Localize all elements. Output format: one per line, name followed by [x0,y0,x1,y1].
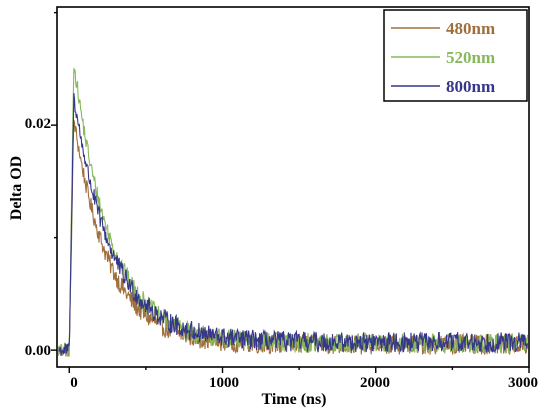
series-line-520nm [57,68,529,357]
series-group [57,68,529,357]
plot-frame [56,6,530,368]
series-line-800nm [58,93,529,357]
x-axis-title: Time (ns) [261,391,326,408]
x-tick-label-0: 0 [70,375,78,391]
y-axis-title: Delta OD [8,156,25,220]
series-line-480nm [57,119,528,357]
legend-label-520nm: 520nm [446,48,495,67]
x-tick-label-3: 3000 [508,375,538,391]
y-tick-label-1: 0.02 [25,116,51,132]
legend-label-800nm: 800nm [446,77,495,96]
x-tick-label-2: 2000 [360,375,390,391]
x-tick-label-1: 1000 [209,375,239,391]
y-tick-label-0: 0.00 [25,343,51,359]
legend-label-480nm: 480nm [446,19,495,38]
axis-ticks [51,11,530,373]
